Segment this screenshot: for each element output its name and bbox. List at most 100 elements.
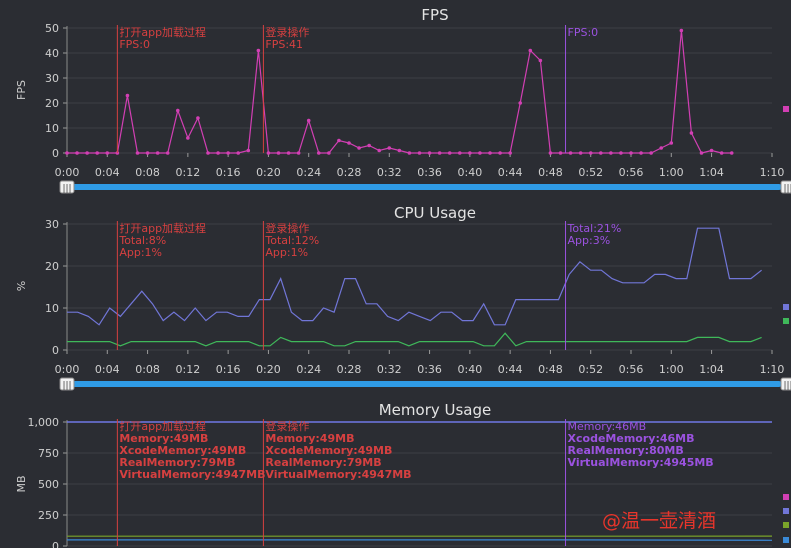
data-point bbox=[689, 131, 694, 135]
y-axis-label: FPS bbox=[15, 80, 28, 100]
x-tick-label: 0:16 bbox=[216, 363, 241, 376]
marker-annotation: 打开app加载过程 bbox=[119, 221, 206, 235]
x-tick-label: 0:28 bbox=[337, 363, 362, 376]
chart-1: FPS FPS 0 10 20 30 40 50 0:00 0:04 0:08 0:12 0:16 0:2… bbox=[15, 6, 791, 194]
chart-2: CPU Usage% 0 10 20 30 0:00 0:04 0:08 0:12 0:16 0:2… bbox=[15, 204, 791, 391]
x-tick-label: 0:00 bbox=[55, 363, 80, 376]
x-tick-label: 0:40 bbox=[458, 363, 483, 376]
y-axis-label: % bbox=[15, 281, 28, 291]
data-point bbox=[367, 143, 371, 148]
marker-annotation: Total:12% bbox=[264, 234, 319, 247]
data-point bbox=[65, 151, 69, 155]
data-point bbox=[669, 141, 674, 145]
marker-annotation: Memory:49MB bbox=[265, 432, 354, 445]
y-tick-label: 0 bbox=[52, 344, 59, 357]
scrollbar-right-handle[interactable] bbox=[780, 180, 791, 194]
data-point bbox=[95, 151, 100, 155]
x-tick-label: 0:20 bbox=[256, 363, 281, 376]
x-tick-label: 1:00 bbox=[659, 363, 684, 376]
y-tick-label: 10 bbox=[45, 302, 59, 315]
x-tick-label: 0:52 bbox=[578, 166, 603, 179]
data-point bbox=[649, 151, 653, 155]
x-tick-label: 0:32 bbox=[377, 363, 402, 376]
data-point bbox=[498, 151, 502, 155]
marker-annotation: Memory:49MB bbox=[119, 432, 208, 445]
y-tick-label: 10 bbox=[45, 122, 59, 135]
y-tick-label: 250 bbox=[38, 509, 59, 522]
data-point bbox=[226, 151, 230, 155]
data-point bbox=[236, 151, 241, 155]
y-tick-label: 1,000 bbox=[28, 416, 60, 429]
x-tick-label: 1:10 bbox=[760, 166, 785, 179]
data-point bbox=[518, 101, 523, 105]
legend-swatch bbox=[783, 508, 789, 514]
x-tick-label: 0:48 bbox=[538, 166, 563, 179]
data-point bbox=[417, 151, 422, 155]
marker-annotation: RealMemory:80MB bbox=[568, 444, 684, 457]
time-scrollbar[interactable]: ||| ||| bbox=[59, 180, 791, 194]
marker-annotation: App:1% bbox=[265, 246, 308, 259]
x-tick-label: 1:04 bbox=[699, 363, 724, 376]
x-tick-label: 0:08 bbox=[135, 166, 160, 179]
x-tick-label: 0:16 bbox=[216, 166, 241, 179]
legend-swatch bbox=[783, 304, 789, 310]
marker-annotation: 打开app加载过程 bbox=[119, 419, 206, 433]
scrollbar-left-handle[interactable] bbox=[59, 377, 75, 391]
marker-annotation: RealMemory:79MB bbox=[119, 456, 235, 469]
marker-annotation: XcodeMemory:46MB bbox=[568, 432, 695, 445]
data-point bbox=[256, 48, 261, 53]
x-tick-label: 0:56 bbox=[619, 363, 644, 376]
x-tick-label: 0:36 bbox=[417, 363, 442, 376]
series-line bbox=[67, 227, 762, 326]
x-tick-label: 1:10 bbox=[760, 363, 785, 376]
data-point bbox=[246, 148, 251, 153]
scrollbar-left-handle[interactable] bbox=[59, 180, 75, 194]
legend-swatch bbox=[783, 522, 789, 528]
data-point bbox=[327, 151, 331, 155]
data-point bbox=[316, 151, 321, 155]
data-point bbox=[145, 151, 150, 155]
data-point bbox=[729, 151, 734, 155]
data-point bbox=[588, 151, 593, 155]
data-point bbox=[528, 48, 533, 53]
time-scrollbar[interactable]: ||| ||| bbox=[59, 377, 791, 391]
data-point bbox=[175, 108, 180, 113]
marker-annotation: VirtualMemory:4947MB bbox=[119, 468, 265, 481]
y-tick-label: 500 bbox=[38, 478, 59, 491]
data-point bbox=[186, 136, 190, 140]
marker-annotation: VirtualMemory:4945MB bbox=[568, 456, 714, 469]
y-tick-label: 20 bbox=[45, 97, 59, 110]
data-point bbox=[598, 151, 603, 155]
data-point bbox=[568, 151, 573, 155]
x-tick-label: 0:00 bbox=[55, 166, 80, 179]
data-point bbox=[508, 151, 512, 155]
y-tick-label: 30 bbox=[45, 218, 59, 231]
data-point bbox=[659, 146, 664, 150]
scrollbar-track[interactable] bbox=[66, 381, 782, 387]
marker-annotation: FPS:0 bbox=[119, 38, 150, 51]
data-point bbox=[478, 151, 482, 155]
data-point bbox=[397, 148, 402, 153]
x-tick-label: 0:24 bbox=[296, 363, 321, 376]
data-point bbox=[719, 151, 724, 155]
data-point bbox=[468, 151, 472, 155]
series-line bbox=[67, 332, 762, 347]
data-point bbox=[427, 151, 432, 155]
x-tick-label: 0:56 bbox=[619, 166, 644, 179]
data-point bbox=[679, 28, 684, 33]
x-tick-label: 0:36 bbox=[417, 166, 442, 179]
data-point bbox=[629, 151, 633, 155]
data-point bbox=[286, 151, 291, 155]
y-axis-label: MB bbox=[15, 475, 28, 492]
data-point bbox=[347, 141, 351, 145]
data-point bbox=[609, 151, 613, 155]
marker-annotation: App:1% bbox=[119, 246, 162, 259]
scrollbar-right-handle[interactable] bbox=[780, 377, 791, 391]
scrollbar-track[interactable] bbox=[66, 184, 782, 190]
y-tick-label: 0 bbox=[52, 147, 59, 160]
chart-title: FPS bbox=[421, 6, 448, 24]
x-tick-label: 0:52 bbox=[578, 363, 603, 376]
data-point bbox=[357, 146, 361, 150]
